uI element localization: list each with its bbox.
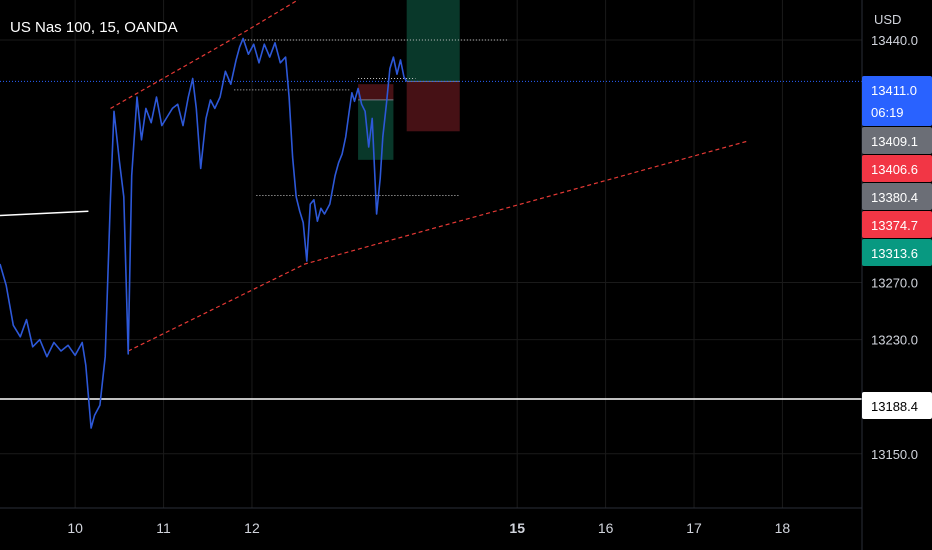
price-tags: 13411.0 06:19 13409.1 13406.6 13380.4 13374.7… [862,76,932,419]
position-stop-zone [406,81,460,132]
price-axis-label: 13150.0 [871,447,918,462]
time-axis-label: 15 [509,520,525,536]
price-tag-bg [862,211,932,238]
trend-channel-lower [127,140,748,352]
price-tag-value: 13411.0 [871,83,917,98]
price-tag-bg [862,183,932,210]
position-target-zone [406,0,460,82]
price-tag-value: 13406.6 [871,162,918,177]
price-axis-label: 13230.0 [871,333,918,348]
time-axis-label: 16 [598,520,614,536]
horizontal-levels [0,39,862,400]
price-tag-value: 13188.4 [871,399,918,414]
time-axis: 10 11 12 15 16 17 18 [67,520,790,536]
price-series-line [0,37,408,429]
price-tag-value: 13409.1 [871,134,918,149]
position-target-zone [358,84,394,100]
price-tag-value: 13374.7 [871,218,918,233]
price-tag-bg [862,127,932,154]
price-axis-label: 13440.0 [871,33,918,48]
price-tag-bg [862,392,932,419]
trend-channel [110,0,748,352]
currency-label: USD [874,12,902,27]
time-axis-label: 11 [156,520,171,536]
trend-channel-upper [110,0,300,109]
symbol-title: US Nas 100, 15, OANDA [10,19,178,36]
chart-grid [0,0,862,508]
time-axis-label: 18 [775,520,791,536]
price-tag-value: 13313.6 [871,246,918,261]
time-axis-label: 12 [244,520,260,536]
time-axis-label: 17 [686,520,702,536]
price-axis: 13440.0 13270.0 13230.0 13150.0 [871,33,918,462]
price-axis-label: 13270.0 [871,276,918,291]
price-tag-bg [862,155,932,182]
time-axis-label: 10 [67,520,83,536]
price-tag-countdown: 06:19 [871,105,904,120]
price-series [0,37,408,429]
price-tag-value: 13380.4 [871,190,918,205]
price-tag-bg [862,76,932,126]
trend-ray-line [0,210,89,217]
price-tag-bg [862,239,932,266]
